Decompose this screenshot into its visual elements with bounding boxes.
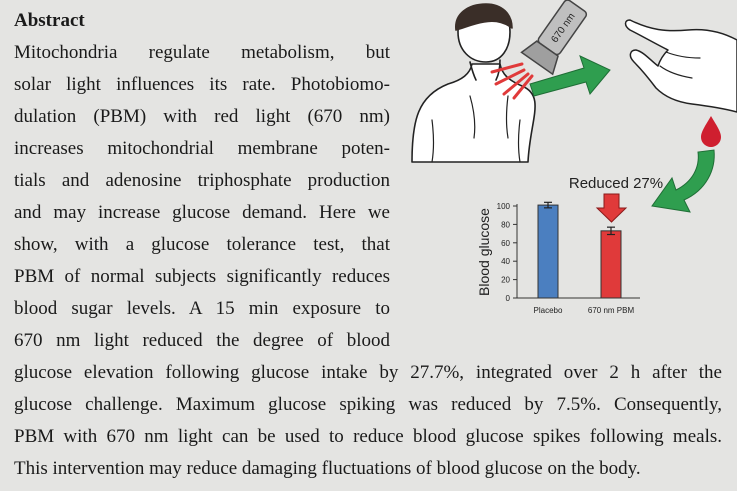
- abstract-line: and may increase glucose demand. Here we: [14, 202, 390, 223]
- blood-drop-icon: [701, 116, 721, 147]
- abstract-line: 670 nm light reduced the degree of blood: [14, 330, 390, 351]
- green-curved-arrow-icon: [651, 149, 715, 213]
- y-tick-label: 20: [501, 276, 510, 285]
- hair: [455, 3, 513, 31]
- abstract-line: show, with a glucose tolerance test, tha…: [14, 234, 390, 255]
- abstract-line: solar light influences its rate. Photobi…: [14, 74, 390, 95]
- red-down-arrow-icon: [595, 193, 628, 223]
- abstract-line: PBM with 670 nm light can be used to red…: [14, 426, 722, 447]
- category-label: Placebo: [534, 306, 563, 315]
- red-light-rays: [490, 62, 534, 100]
- abstract-line: tials and adenosine triphosphate product…: [14, 170, 390, 191]
- y-axis-label: Blood glucose: [476, 208, 492, 296]
- person-illustration: [411, 3, 536, 163]
- abstract-line: blood sugar levels. A 15 min exposure to: [14, 298, 390, 319]
- abstract-line: increases mitochondrial membrane poten-: [14, 138, 390, 159]
- abstract-line: dulation (PBM) with red light (670 nm): [14, 106, 390, 127]
- abstract-line: glucose challenge. Maximum glucose spiki…: [14, 394, 722, 415]
- blood-glucose-bar-chart: 0 20 40 60 80 100 Blood glucose Placebo 670 nm P…: [476, 201, 640, 315]
- y-tick-label: 100: [497, 202, 511, 211]
- bar: [537, 204, 559, 299]
- abstract-heading: Abstract: [14, 10, 85, 31]
- abstract-line: This intervention may reduce damaging fl…: [14, 458, 641, 479]
- category-label: 670 nm PBM: [588, 306, 635, 315]
- y-tick-label: 80: [501, 220, 510, 229]
- green-arrow-right-icon: [529, 55, 611, 97]
- abstract-line: glucose elevation following glucose inta…: [14, 362, 722, 383]
- abstract-line: PBM of normal subjects significantly red…: [14, 266, 390, 287]
- hand-illustration: [624, 19, 737, 113]
- reduced-annotation: Reduced 27%: [569, 175, 663, 192]
- y-tick-label: 0: [506, 294, 511, 303]
- abstract-line: Mitochondria regulate metabolism, but: [14, 42, 390, 63]
- bar: [600, 230, 622, 299]
- y-tick-label: 60: [501, 239, 510, 248]
- y-tick-label: 40: [501, 257, 510, 266]
